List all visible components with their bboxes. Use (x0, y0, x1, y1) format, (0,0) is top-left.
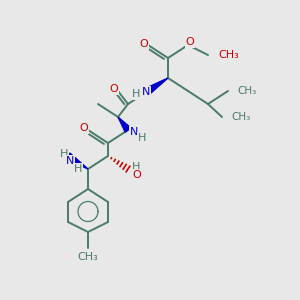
Text: CH₃: CH₃ (218, 50, 239, 60)
Polygon shape (146, 78, 168, 94)
Polygon shape (66, 153, 88, 169)
Text: O: O (186, 37, 194, 47)
Text: CH₃: CH₃ (78, 252, 98, 262)
Text: O: O (80, 123, 88, 133)
Text: N: N (66, 156, 74, 166)
Text: H: H (138, 133, 146, 143)
Text: H: H (132, 89, 140, 99)
Text: H: H (74, 164, 82, 174)
Text: H: H (132, 162, 140, 172)
Text: CH₃: CH₃ (237, 86, 256, 96)
Text: O: O (132, 170, 141, 180)
Text: O: O (110, 84, 118, 94)
Text: N: N (130, 127, 138, 137)
Text: CH₃: CH₃ (231, 112, 250, 122)
Polygon shape (118, 117, 131, 132)
Text: N: N (142, 87, 150, 97)
Text: O: O (140, 39, 148, 49)
Text: H: H (60, 149, 68, 159)
